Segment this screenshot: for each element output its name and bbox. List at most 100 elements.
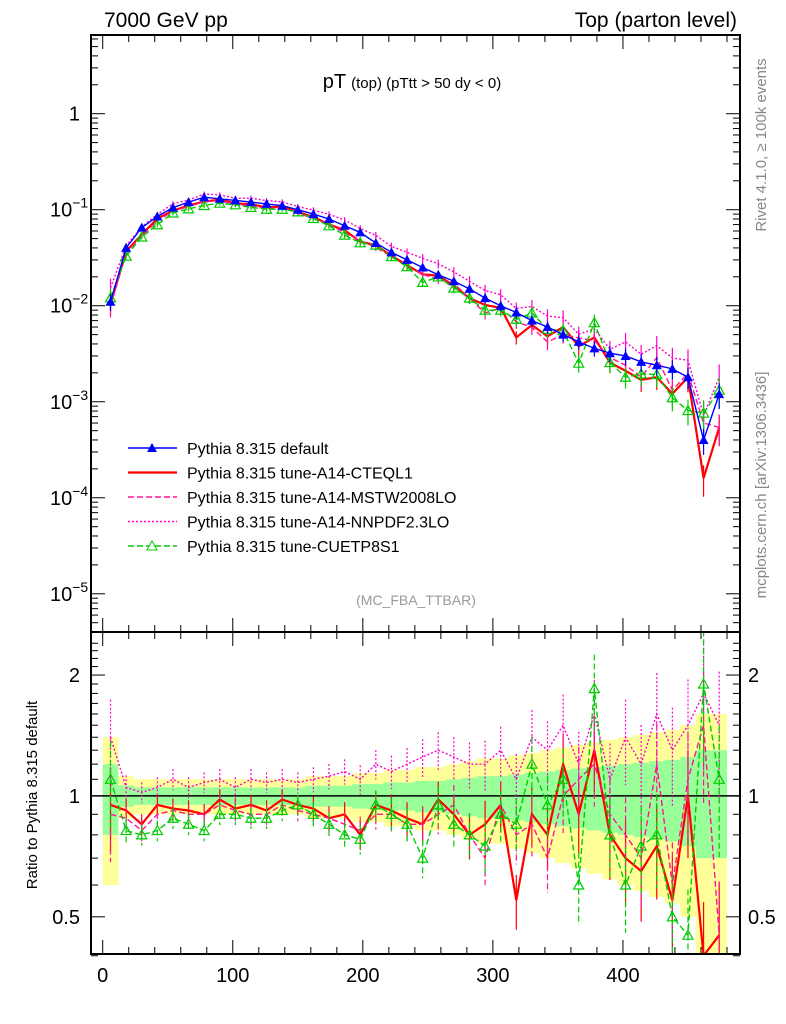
series-line: [109, 196, 720, 443]
data-point: [370, 238, 381, 248]
data-point: [480, 293, 491, 303]
legend-marker: [146, 539, 158, 551]
legend-marker: [147, 443, 157, 452]
data-point: [402, 254, 413, 264]
data-point: [244, 201, 257, 213]
series-3: [109, 191, 720, 435]
ratio-data-point: [260, 811, 273, 823]
data-point: [697, 406, 710, 418]
plot-title-main: pT: [323, 71, 346, 93]
data-point: [322, 219, 336, 231]
data-point: [619, 371, 632, 382]
data-point: [636, 356, 647, 366]
data-point: [230, 195, 241, 205]
data-point: [682, 372, 693, 382]
data-point: [495, 300, 506, 310]
ratio-data-point: [120, 824, 133, 836]
ratio-data-point: [494, 808, 507, 819]
ratio-y-tick-label-right: 0.5: [748, 907, 776, 929]
ratio-y-tick-label-right: 2: [748, 665, 759, 687]
ratio-y-tick-label-left: 2: [69, 665, 80, 687]
data-point: [308, 209, 319, 219]
data-point: [166, 206, 179, 218]
data-point: [433, 269, 444, 279]
data-point: [261, 198, 272, 208]
data-point: [588, 316, 601, 328]
data-point: [260, 202, 273, 214]
data-point: [105, 296, 116, 306]
ratio-data-point: [557, 773, 570, 784]
ratio-data-point: [666, 910, 679, 922]
y-tick-label: 10−2: [50, 291, 88, 318]
data-point: [666, 391, 679, 403]
ratio-data-point: [322, 818, 336, 829]
y-tick-label: 10−4: [50, 483, 88, 510]
data-point: [479, 303, 492, 315]
data-point: [277, 200, 288, 210]
ratio-data-point: [291, 798, 304, 810]
data-point: [714, 389, 725, 399]
side-label-mcplots: mcplots.cern.ch [arXiv:1306.3436]: [753, 372, 770, 599]
ratio-data-point: [697, 677, 710, 689]
ratio-data-point: [135, 828, 148, 840]
y-tick-label: 10−3: [50, 387, 88, 414]
data-point: [401, 260, 414, 272]
data-point: [386, 247, 397, 257]
data-point: [635, 367, 648, 379]
ratio-data-point: [166, 811, 179, 823]
header-right: Top (parton level): [575, 9, 737, 32]
band-1sigma: [711, 750, 727, 859]
data-point: [573, 336, 584, 346]
data-point: [526, 315, 537, 325]
plot-title-sub: (top) (pTtt > 50 dy < 0): [351, 75, 501, 92]
ratio-y-tick-label-left: 1: [69, 786, 80, 808]
x-tick-label: 200: [346, 965, 379, 987]
ratio-data-point: [338, 828, 351, 840]
ratio-data-point: [182, 818, 195, 829]
legend-label: Pythia 8.315 tune-A14-MSTW2008LO: [187, 490, 456, 507]
ratio-data-point: [385, 808, 398, 819]
ratio-ylabel: Ratio to Pythia 8.315 default: [24, 700, 41, 889]
ratio-data-point: [213, 808, 226, 819]
data-point: [447, 281, 460, 293]
data-point: [698, 434, 709, 444]
ratio-data-point: [619, 878, 632, 890]
ratio-data-point: [307, 808, 320, 819]
ratio-data-point: [635, 839, 648, 851]
ratio-data-point: [354, 833, 367, 844]
data-point: [136, 222, 147, 232]
data-point: [604, 348, 615, 358]
data-point: [121, 242, 132, 252]
data-point: [355, 227, 366, 237]
ratio-data-point: [244, 811, 257, 823]
data-point: [603, 356, 616, 368]
watermark: (MC_FBA_TTBAR): [356, 592, 476, 608]
data-point: [448, 276, 459, 286]
data-point: [135, 230, 148, 242]
data-point: [620, 350, 631, 360]
x-tick-label: 0: [97, 965, 108, 987]
legend-label: Pythia 8.315 tune-CUETP8S1: [187, 539, 400, 556]
header-left: 7000 GeV pp: [104, 9, 228, 32]
data-point: [667, 363, 678, 373]
band-1sigma: [477, 776, 493, 819]
ratio-line: [109, 683, 720, 937]
upper-plot-area: [104, 191, 726, 497]
y-tick-label: 1: [69, 104, 80, 126]
data-point: [681, 404, 694, 416]
ratio-data-point: [229, 808, 242, 819]
data-point: [354, 236, 367, 248]
ratio-data-point: [369, 798, 382, 810]
data-point: [651, 360, 662, 370]
plot-title: pT (top) (pTtt > 50 dy < 0): [323, 71, 501, 93]
data-point: [339, 220, 350, 230]
ratio-data-point: [198, 824, 211, 836]
ratio-line: [109, 691, 720, 794]
data-point: [650, 368, 663, 380]
legend-label: Pythia 8.315 tune-A14-CTEQL1: [187, 466, 413, 483]
ratio-plot-area: [91, 632, 740, 954]
legend-label: Pythia 8.315 tune-A14-NNPDF2.3LO: [187, 515, 449, 532]
data-point: [542, 322, 553, 332]
data-point: [589, 343, 600, 353]
